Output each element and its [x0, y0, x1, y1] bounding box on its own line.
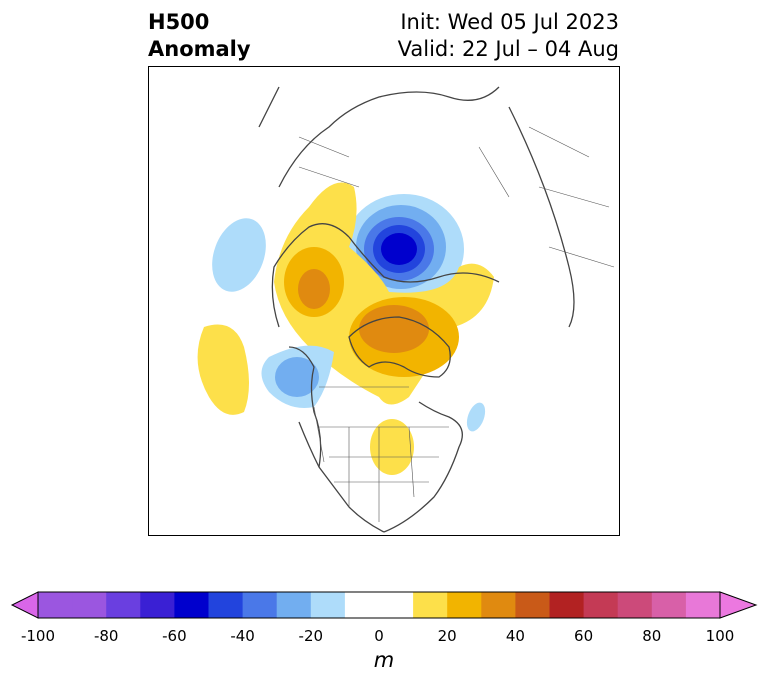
colorbar-extend-low: [10, 591, 39, 619]
colorbar-tick-label: -40: [230, 627, 255, 645]
borders: [298, 126, 615, 522]
map-panel: [148, 66, 620, 536]
positive-anomaly-central-us: [370, 419, 414, 475]
colorbar-bin: [447, 592, 482, 618]
chart-title-right: Init: Wed 05 Jul 2023 Valid: 22 Jul – 04…: [398, 9, 619, 63]
colorbar-bin: [515, 592, 550, 618]
colorbar-bin: [549, 592, 585, 618]
colorbar-tick-label: 100: [705, 627, 735, 645]
colorbar-unit-label: m: [373, 648, 395, 672]
colorbar-bin: [140, 592, 175, 618]
negative-anomaly-pacific: [212, 218, 266, 292]
colorbar-bin: [617, 592, 653, 618]
colorbar-bin: [481, 592, 516, 618]
colorbar-bin: [651, 592, 687, 618]
colorbar: [10, 591, 758, 619]
colorbar-extend-high: [719, 591, 758, 619]
init-date-label: Init: Wed 05 Jul 2023: [400, 10, 619, 34]
negative-anomaly-atlantic: [466, 402, 486, 432]
colorbar-bin: [685, 592, 721, 618]
colorbar-tick-label: 80: [642, 627, 662, 645]
colorbar-bin: [242, 592, 278, 618]
colorbar-bin: [310, 592, 346, 618]
colorbar-border: [37, 591, 721, 619]
colorbar-bin: [106, 592, 141, 618]
colorbar-bin: [208, 592, 244, 618]
variable-label: H500: [148, 10, 210, 34]
colorbar-tick-label: -100: [20, 627, 56, 645]
negative-anomaly-gulf-of-alaska-2: [275, 357, 319, 397]
colorbar-tick-label: -60: [162, 627, 187, 645]
quantity-label: Anomaly: [148, 37, 251, 61]
valid-range-label: Valid: 22 Jul – 04 Aug: [397, 37, 619, 61]
anomaly-map: [197, 86, 615, 533]
colorbar-tick-label: -80: [93, 627, 119, 645]
colorbar-tick-label: 40: [505, 627, 525, 645]
negative-anomaly-arctic-core: [381, 233, 417, 265]
colorbar-bin: [344, 592, 414, 618]
anomaly-shading: [197, 182, 494, 475]
colorbar-bin: [276, 592, 312, 618]
colorbar-bin: [72, 592, 107, 618]
positive-anomaly-north-pacific: [197, 324, 249, 415]
chart-title-left: H500 Anomaly: [148, 9, 251, 63]
colorbar-tick-label: 60: [574, 627, 594, 645]
colorbar-tick-label: 0: [374, 627, 384, 645]
colorbar-bin: [38, 592, 73, 618]
colorbar-tick-label: -20: [298, 627, 324, 645]
positive-anomaly-greenland-3: [359, 305, 429, 353]
colorbar-tick-label: 20: [437, 627, 457, 645]
positive-anomaly-eurasia-3: [298, 269, 330, 309]
colorbar-bin: [174, 592, 209, 618]
coastlines: [258, 86, 575, 533]
colorbar-bin: [583, 592, 619, 618]
colorbar-bin: [413, 592, 448, 618]
